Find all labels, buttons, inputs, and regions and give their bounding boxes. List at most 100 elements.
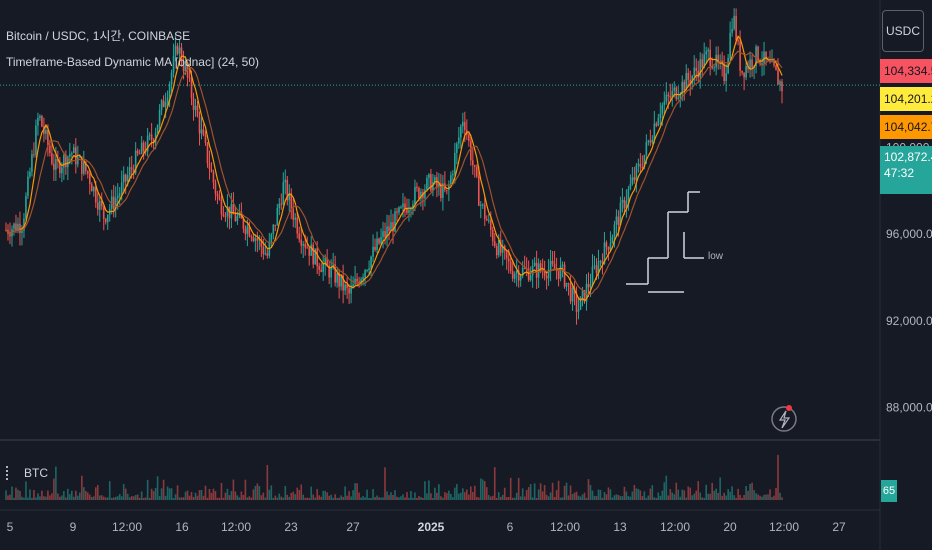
volume-bar <box>591 490 594 500</box>
candle-body <box>545 275 548 279</box>
volume-bar <box>466 489 468 500</box>
candle-body <box>276 207 279 226</box>
volume-bar <box>208 489 211 500</box>
volume-bar <box>71 490 73 500</box>
volume-bar <box>595 496 598 500</box>
candle-body <box>741 70 743 73</box>
volume-bar <box>581 494 584 500</box>
candle-body <box>659 113 662 118</box>
candle-body <box>152 140 155 143</box>
volume-bar <box>124 488 127 500</box>
candle-body <box>310 244 313 256</box>
volume-bar <box>102 496 105 500</box>
volume-bar <box>585 497 588 500</box>
volume-bar <box>116 496 119 500</box>
candle-body <box>635 165 638 181</box>
candle-body <box>300 239 303 246</box>
last-price-tag: 102,872.42 47:32 <box>880 146 932 194</box>
volume-bar <box>589 484 592 500</box>
candle-body <box>19 223 21 233</box>
volume-bar <box>507 496 510 500</box>
candle-body <box>98 200 101 210</box>
candle-body <box>523 267 526 269</box>
candle-body <box>312 244 315 265</box>
candle-body <box>282 182 285 205</box>
replay-icon[interactable] <box>771 406 797 432</box>
candle-body <box>260 239 263 247</box>
candle-body <box>170 72 173 85</box>
currency-button[interactable]: USDC <box>882 10 924 52</box>
volume-bar <box>368 497 370 500</box>
volume-bar <box>673 494 676 500</box>
axes: 100,000.0096,000.0092,000.0088,000.00591… <box>7 140 932 534</box>
candle-body <box>595 265 598 274</box>
candle-body <box>454 152 456 174</box>
volume-bar <box>79 492 81 500</box>
volume-bar <box>114 496 117 500</box>
candle-body <box>501 245 504 253</box>
volume-bar <box>438 484 440 500</box>
volume-bar <box>497 492 500 500</box>
volume-bar <box>563 485 566 500</box>
volume-bar <box>136 494 139 500</box>
volume-bar <box>681 489 684 500</box>
ma-fast-line <box>5 35 783 302</box>
candle-body <box>617 216 620 226</box>
candle-body <box>605 242 608 248</box>
price-tag: 104,042.77 <box>880 115 932 139</box>
volume-bar <box>322 490 324 500</box>
candle-body <box>362 277 364 280</box>
candle-body <box>685 72 688 91</box>
volume-bar <box>316 488 318 500</box>
volume-bar <box>81 475 83 500</box>
candle-body <box>398 207 400 213</box>
volume-bar <box>408 497 410 500</box>
candle-body <box>507 258 510 262</box>
volume-bar <box>565 482 568 500</box>
candle-body <box>647 140 650 143</box>
candle-body <box>302 244 305 246</box>
candle-body <box>657 117 660 126</box>
candle-body <box>230 204 233 219</box>
volume-bar <box>430 493 432 500</box>
volume-bar <box>727 489 729 500</box>
price-tag: 104,201.28 <box>880 87 932 111</box>
candle-body <box>777 70 779 85</box>
candle-body <box>122 174 125 183</box>
indicator-title: Timeframe-Based Dynamic MA [odnac] (24, … <box>6 55 259 69</box>
candle-body <box>473 165 476 167</box>
candle-body <box>200 129 203 134</box>
volume-bar <box>380 497 382 500</box>
bar-countdown: 47:32 <box>884 166 915 180</box>
volume-bar <box>312 494 315 500</box>
volume-bar <box>324 490 326 500</box>
volume-bar <box>202 495 205 500</box>
volume-bar <box>551 482 554 500</box>
volume-bar <box>310 486 313 500</box>
volume-bar <box>43 496 45 500</box>
volume-bar <box>160 488 163 500</box>
volume-settings-icon[interactable] <box>6 466 18 480</box>
volume-bar <box>458 493 460 500</box>
candle-body <box>725 73 727 82</box>
volume-bar <box>292 491 295 500</box>
volume-bar <box>763 494 765 500</box>
candle-body <box>715 54 717 68</box>
volume-bar <box>248 496 251 500</box>
volume-bar <box>450 493 452 500</box>
volume-bar <box>434 487 436 500</box>
volume-bar <box>424 481 426 500</box>
candle-body <box>358 281 360 285</box>
candle-body <box>509 261 512 272</box>
volume-bar <box>148 497 151 500</box>
volume-bar <box>98 495 101 500</box>
x-tick-label: 13 <box>613 520 627 534</box>
volume-bar <box>475 496 478 500</box>
volume-bar <box>527 487 530 500</box>
candle-body <box>553 263 556 270</box>
candle-body <box>627 188 630 201</box>
volume-bar <box>382 497 384 500</box>
candle-body <box>224 215 227 217</box>
candle-body <box>543 270 546 276</box>
